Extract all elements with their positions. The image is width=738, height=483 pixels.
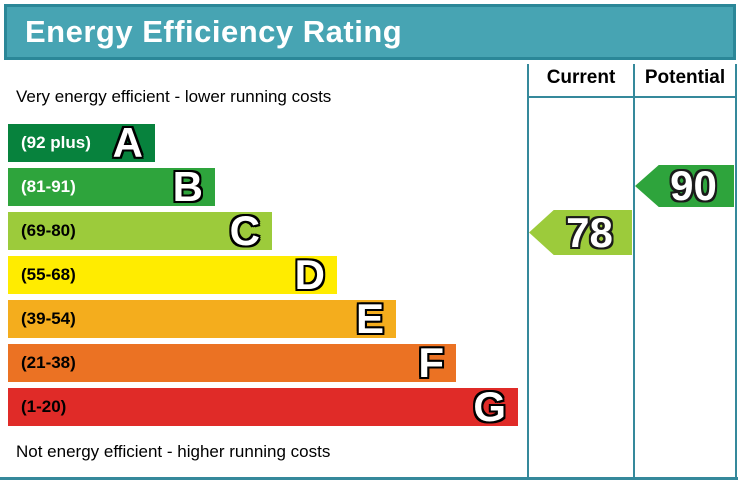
current-column-header: Current: [546, 67, 616, 88]
band-letter: D: [294, 251, 325, 298]
chart-title-bar: Energy Efficiency Rating: [4, 4, 736, 60]
band-row-d: (55-68) D: [8, 251, 337, 298]
band-row-a: (92 plus) A: [8, 119, 155, 166]
band-range-label: (55-68): [21, 265, 76, 284]
band-letter: A: [112, 119, 143, 166]
chart-bottom-border: [0, 477, 738, 480]
band-row-c: (69-80) C: [8, 207, 272, 254]
table-border-right-edge: [735, 64, 737, 479]
band-letter: G: [473, 383, 506, 430]
band-row-f: (21-38) F: [8, 339, 456, 386]
band-range-label: (21-38): [21, 353, 76, 372]
table-header-underline: [527, 96, 737, 98]
current-rating-value: 78: [566, 208, 613, 256]
band-letter: E: [355, 295, 384, 342]
band-letter: F: [418, 339, 444, 386]
band-letter: C: [229, 207, 260, 254]
current-rating-arrow: 78: [529, 210, 632, 255]
band-range-label: (69-80): [21, 221, 76, 240]
potential-column-header: Potential: [644, 67, 726, 88]
band-range-label: (81-91): [21, 177, 76, 196]
caption-very-efficient: Very energy efficient - lower running co…: [16, 87, 332, 106]
band-range-label: (92 plus): [21, 133, 91, 152]
band-row-g: (1-20) G: [8, 383, 518, 430]
band-range-label: (1-20): [21, 397, 67, 416]
chart-title: Energy Efficiency Rating: [25, 14, 403, 49]
band-letter: B: [172, 163, 203, 210]
band-range-label: (39-54): [21, 309, 76, 328]
band-row-b: (81-91) B: [8, 163, 215, 210]
band-row-e: (39-54) E: [8, 295, 396, 342]
table-border-left-of-current: [527, 64, 529, 479]
caption-not-efficient: Not energy efficient - higher running co…: [16, 442, 331, 461]
table-border-between-columns: [633, 64, 635, 479]
potential-rating-value: 90: [670, 162, 717, 209]
potential-rating-arrow: 90: [635, 165, 734, 207]
